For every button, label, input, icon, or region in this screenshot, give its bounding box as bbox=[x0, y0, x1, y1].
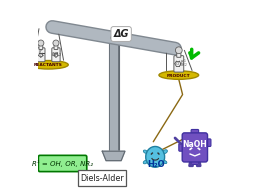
FancyBboxPatch shape bbox=[54, 45, 58, 50]
FancyBboxPatch shape bbox=[191, 129, 199, 137]
Circle shape bbox=[111, 36, 116, 40]
FancyBboxPatch shape bbox=[203, 139, 211, 146]
Ellipse shape bbox=[143, 150, 147, 153]
Ellipse shape bbox=[143, 160, 147, 164]
Polygon shape bbox=[102, 151, 125, 161]
FancyBboxPatch shape bbox=[38, 155, 87, 172]
Circle shape bbox=[53, 40, 59, 46]
FancyBboxPatch shape bbox=[191, 158, 199, 164]
Text: $NR_2$: $NR_2$ bbox=[51, 50, 61, 59]
FancyBboxPatch shape bbox=[39, 45, 43, 50]
Text: $R^1$: $R^1$ bbox=[180, 57, 187, 67]
FancyBboxPatch shape bbox=[78, 170, 126, 186]
Text: R¹ = OH, OR, NR₂: R¹ = OH, OR, NR₂ bbox=[32, 160, 93, 167]
Text: $NR_2$: $NR_2$ bbox=[179, 62, 188, 69]
Text: Diels-Alder: Diels-Alder bbox=[80, 174, 124, 183]
Text: H₂O: H₂O bbox=[147, 160, 165, 169]
FancyBboxPatch shape bbox=[182, 133, 207, 162]
FancyBboxPatch shape bbox=[174, 56, 184, 72]
Ellipse shape bbox=[29, 60, 68, 69]
Ellipse shape bbox=[159, 71, 199, 79]
Ellipse shape bbox=[163, 150, 167, 154]
FancyBboxPatch shape bbox=[37, 48, 45, 62]
Text: NaOH: NaOH bbox=[183, 140, 207, 149]
Text: PRODUCT: PRODUCT bbox=[167, 74, 191, 78]
FancyBboxPatch shape bbox=[177, 52, 181, 57]
FancyBboxPatch shape bbox=[179, 144, 186, 151]
Text: $\frac{R^1}{O}$: $\frac{R^1}{O}$ bbox=[38, 49, 44, 60]
Text: ΔG: ΔG bbox=[113, 29, 129, 39]
Circle shape bbox=[38, 40, 44, 46]
Circle shape bbox=[175, 47, 182, 54]
FancyBboxPatch shape bbox=[52, 48, 60, 62]
Text: O: O bbox=[176, 62, 179, 66]
Text: REACTANTS: REACTANTS bbox=[34, 63, 63, 67]
Ellipse shape bbox=[146, 146, 165, 167]
Ellipse shape bbox=[163, 160, 167, 164]
